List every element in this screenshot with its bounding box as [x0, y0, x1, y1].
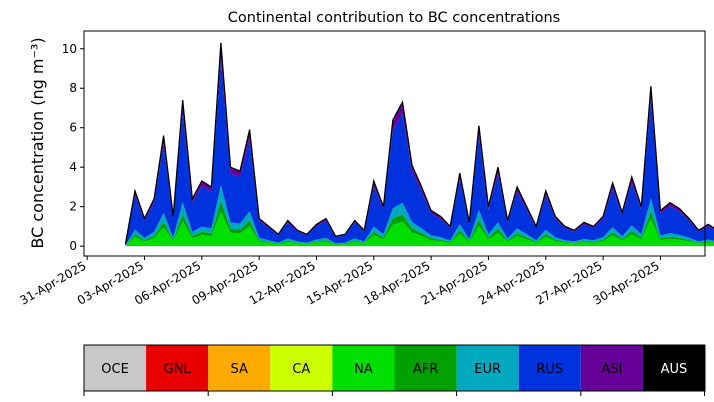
- legend-label-rus: RUS: [536, 362, 563, 377]
- y-tick-label: 10: [62, 42, 77, 56]
- area-rus: [125, 59, 714, 246]
- legend-label-ca: CA: [292, 362, 310, 377]
- legend-label-asi: ASI: [601, 362, 622, 377]
- y-axis-label: BC concentration (ng m⁻³): [28, 37, 47, 248]
- legend-swatch-aus: [642, 345, 705, 391]
- legend-label-sa: SA: [231, 362, 248, 377]
- legend-swatch-asi: [580, 345, 643, 391]
- legend-swatch-sa: [208, 345, 271, 391]
- legend-swatch-na: [332, 345, 395, 391]
- y-tick-label: 0: [69, 239, 77, 253]
- legend-label-gnl: GNL: [164, 362, 192, 377]
- legend-swatch-rus: [518, 345, 581, 391]
- plot-frame: [83, 30, 706, 257]
- legend-swatch-oce: [84, 345, 147, 391]
- legend-label-afr: AFR: [413, 362, 438, 377]
- legend-colorbar: OCE GNL SA CA NA AFR EUR RUS ASI AUS: [83, 344, 706, 396]
- legend-frame: [83, 344, 706, 392]
- y-tick-label: 4: [69, 160, 77, 174]
- legend-label-na: NA: [354, 362, 373, 377]
- area-na: [125, 211, 714, 247]
- legend-label-eur: EUR: [474, 362, 501, 377]
- legend-label-aus: AUS: [661, 362, 688, 377]
- chart-title: Continental contribution to BC concentra…: [228, 10, 560, 26]
- legend-swatch-afr: [394, 345, 457, 391]
- legend-swatch-ca: [270, 345, 333, 391]
- total-line: [124, 42, 714, 245]
- y-tick-label: 8: [69, 81, 77, 95]
- y-tick-label: 2: [69, 200, 77, 214]
- legend-swatch-eur: [456, 345, 519, 391]
- y-tick-label: 6: [69, 121, 77, 135]
- legend-label-oce: OCE: [101, 362, 129, 377]
- plot-area: 024681031-Apr-202503-Apr-202506-Apr-2025…: [17, 30, 714, 308]
- legend-swatch-gnl: [146, 345, 209, 391]
